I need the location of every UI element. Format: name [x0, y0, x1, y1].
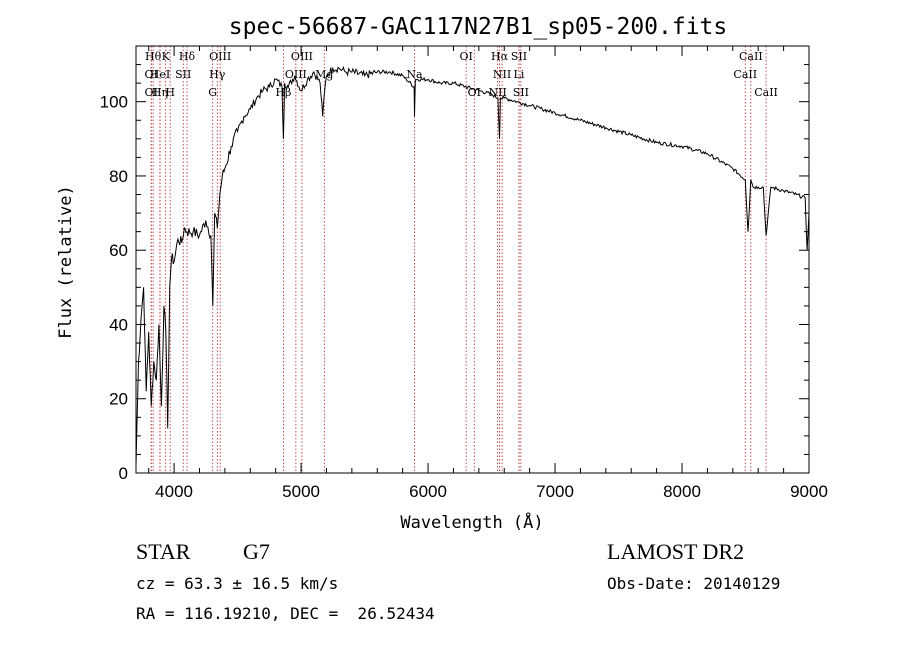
x-tick-label: 7000	[536, 482, 574, 501]
y-axis-label: Flux (relative)	[56, 185, 76, 339]
x-tick-label: 9000	[790, 482, 828, 501]
marker-label: G	[208, 86, 217, 99]
marker-label: OIII	[291, 50, 313, 63]
marker-label: Hα	[491, 50, 509, 63]
marker-label: CaII	[739, 50, 763, 63]
marker-label: H	[165, 86, 175, 99]
x-axis-label: Wavelength (Å)	[400, 511, 543, 533]
y-tick-label: 60	[109, 241, 128, 260]
marker-label: SII	[175, 68, 191, 81]
observation-date: Obs-Date: 20140129	[607, 574, 781, 593]
marker-label: HeI	[150, 68, 170, 81]
marker-label: Hθ	[145, 50, 162, 63]
marker-label: OI	[468, 86, 481, 99]
plot-frame	[135, 45, 810, 474]
x-tick-label: 5000	[282, 482, 320, 501]
marker-label: CaII	[754, 86, 778, 99]
spectrum-line	[135, 65, 810, 466]
spectral-subclass: G7	[243, 539, 270, 564]
x-tick-label: 8000	[663, 482, 701, 501]
marker-label: Hδ	[179, 50, 196, 63]
marker-label: OI	[459, 50, 472, 63]
coordinates: RA = 116.19210, DEC = 26.52434	[136, 604, 435, 623]
marker-label: OI	[145, 86, 158, 99]
marker-label: OIII	[209, 50, 231, 63]
marker-label: Na	[406, 68, 423, 81]
x-tick-label: 6000	[409, 482, 447, 501]
marker-label: OIII	[285, 68, 307, 81]
marker-label: Li	[514, 68, 525, 81]
chart-title: spec-56687-GAC117N27B1_sp05-200.fits	[229, 14, 728, 40]
marker-label: K	[162, 50, 171, 63]
marker-label: NII	[493, 68, 511, 81]
redshift-velocity: cz = 63.3 ± 16.5 km/s	[136, 574, 339, 593]
y-tick-label: 80	[109, 167, 128, 186]
marker-label: Hγ	[209, 68, 226, 81]
marker-label: Hη	[152, 86, 168, 99]
marker-label: OI	[145, 68, 158, 81]
emission-line-markers	[150, 46, 767, 473]
marker-label: Hβ	[275, 86, 291, 99]
marker-label: SII	[513, 86, 529, 99]
marker-label: SII	[511, 50, 527, 63]
marker-label: Mg	[315, 68, 333, 81]
y-tick-label: 0	[119, 464, 128, 483]
marker-label: CaII	[733, 68, 757, 81]
y-tick-label: 20	[109, 390, 128, 409]
x-axis: 4000 5000 6000 7000 8000 9000	[148, 46, 828, 501]
survey-name: LAMOST DR2	[607, 539, 745, 564]
y-axis: 0 20 40 60 80 100	[100, 64, 809, 483]
y-tick-label: 100	[100, 93, 128, 112]
y-tick-label: 40	[109, 315, 128, 334]
object-class: STAR	[136, 539, 191, 564]
x-tick-label: 4000	[155, 482, 193, 501]
